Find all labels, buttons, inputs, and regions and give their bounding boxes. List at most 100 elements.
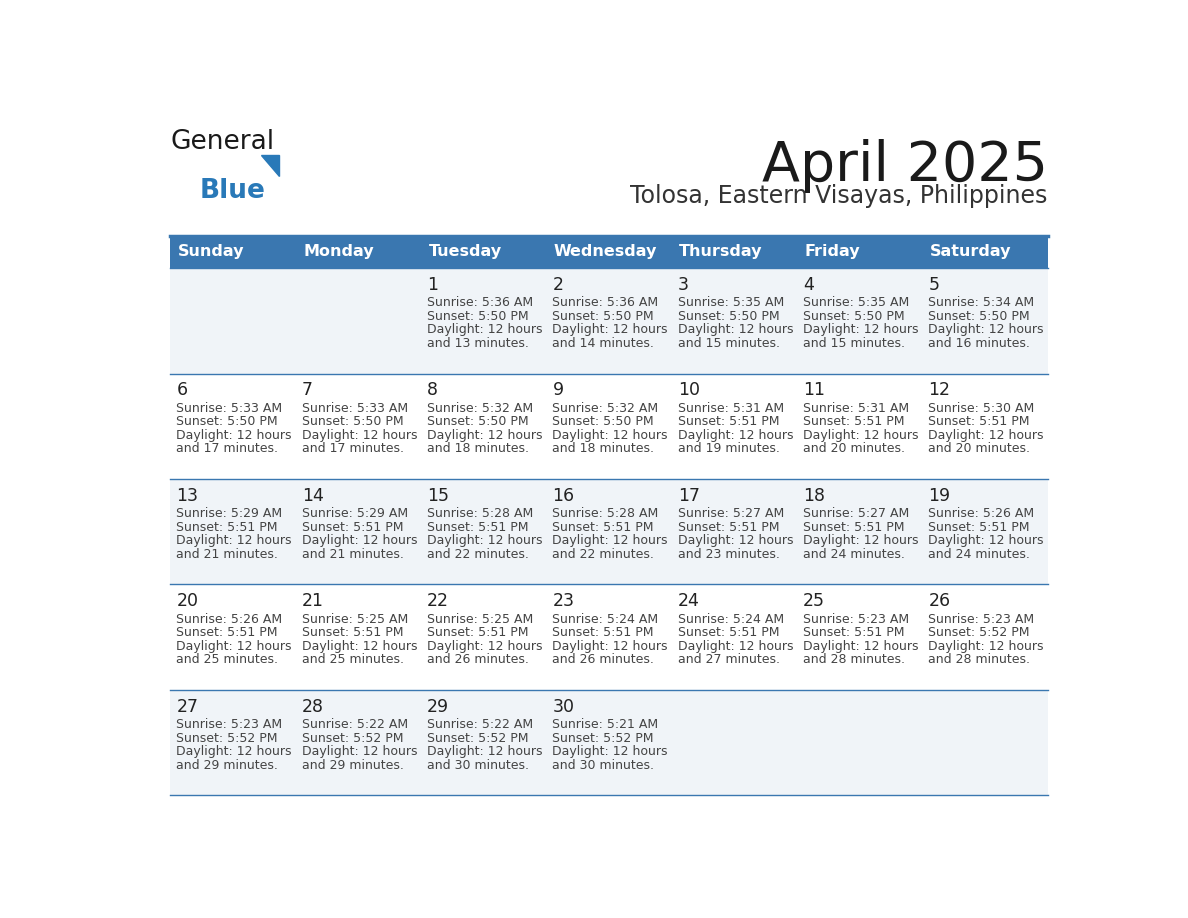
Text: Sunrise: 5:35 AM: Sunrise: 5:35 AM: [803, 297, 909, 309]
Text: and 17 minutes.: and 17 minutes.: [177, 442, 278, 455]
Text: and 24 minutes.: and 24 minutes.: [803, 548, 905, 561]
Text: Daylight: 12 hours: Daylight: 12 hours: [428, 534, 543, 547]
Text: Saturday: Saturday: [930, 244, 1011, 260]
Text: and 26 minutes.: and 26 minutes.: [552, 654, 655, 666]
Text: and 22 minutes.: and 22 minutes.: [428, 548, 529, 561]
Text: Daylight: 12 hours: Daylight: 12 hours: [302, 640, 417, 653]
Text: Sunset: 5:50 PM: Sunset: 5:50 PM: [428, 310, 529, 323]
Text: Daylight: 12 hours: Daylight: 12 hours: [678, 640, 794, 653]
Bar: [170, 268, 1048, 374]
Text: Sunset: 5:50 PM: Sunset: 5:50 PM: [177, 416, 278, 429]
Text: Daylight: 12 hours: Daylight: 12 hours: [552, 640, 668, 653]
Text: 11: 11: [803, 381, 826, 399]
Text: Tolosa, Eastern Visayas, Philippines: Tolosa, Eastern Visayas, Philippines: [630, 185, 1048, 208]
Text: Sunrise: 5:25 AM: Sunrise: 5:25 AM: [302, 613, 407, 626]
Text: 2: 2: [552, 275, 563, 294]
Text: Sunset: 5:51 PM: Sunset: 5:51 PM: [428, 521, 529, 534]
Text: Sunset: 5:51 PM: Sunset: 5:51 PM: [678, 521, 779, 534]
Text: 26: 26: [929, 592, 950, 610]
Text: 23: 23: [552, 592, 575, 610]
Text: Sunrise: 5:23 AM: Sunrise: 5:23 AM: [803, 613, 909, 626]
Text: and 24 minutes.: and 24 minutes.: [929, 548, 1030, 561]
Text: and 13 minutes.: and 13 minutes.: [428, 337, 529, 350]
Text: 4: 4: [803, 275, 814, 294]
Text: Sunset: 5:51 PM: Sunset: 5:51 PM: [428, 626, 529, 640]
Text: Sunrise: 5:28 AM: Sunrise: 5:28 AM: [428, 508, 533, 521]
Bar: [546, 236, 671, 268]
Text: Daylight: 12 hours: Daylight: 12 hours: [428, 429, 543, 442]
Text: 17: 17: [678, 487, 700, 505]
Text: Sunrise: 5:32 AM: Sunrise: 5:32 AM: [428, 402, 533, 415]
Text: Sunrise: 5:25 AM: Sunrise: 5:25 AM: [428, 613, 533, 626]
Bar: [671, 236, 797, 268]
Text: Daylight: 12 hours: Daylight: 12 hours: [177, 745, 292, 758]
Text: Sunset: 5:51 PM: Sunset: 5:51 PM: [552, 626, 653, 640]
Text: and 15 minutes.: and 15 minutes.: [803, 337, 905, 350]
Text: Sunrise: 5:29 AM: Sunrise: 5:29 AM: [302, 508, 407, 521]
Text: Sunrise: 5:27 AM: Sunrise: 5:27 AM: [803, 508, 909, 521]
Text: 22: 22: [428, 592, 449, 610]
Text: 1: 1: [428, 275, 438, 294]
Bar: [421, 236, 546, 268]
Text: 6: 6: [177, 381, 188, 399]
Text: 16: 16: [552, 487, 575, 505]
Text: Sunrise: 5:27 AM: Sunrise: 5:27 AM: [678, 508, 784, 521]
Text: and 20 minutes.: and 20 minutes.: [929, 442, 1030, 455]
Text: Sunset: 5:50 PM: Sunset: 5:50 PM: [302, 416, 404, 429]
Text: April 2025: April 2025: [762, 140, 1048, 194]
Text: Daylight: 12 hours: Daylight: 12 hours: [428, 745, 543, 758]
Text: 7: 7: [302, 381, 312, 399]
Text: Sunset: 5:51 PM: Sunset: 5:51 PM: [803, 521, 904, 534]
Text: and 21 minutes.: and 21 minutes.: [302, 548, 404, 561]
Text: 19: 19: [929, 487, 950, 505]
Text: Daylight: 12 hours: Daylight: 12 hours: [552, 745, 668, 758]
Text: Sunset: 5:51 PM: Sunset: 5:51 PM: [177, 521, 278, 534]
Text: 29: 29: [428, 698, 449, 716]
Text: Sunset: 5:51 PM: Sunset: 5:51 PM: [803, 416, 904, 429]
Text: Sunrise: 5:22 AM: Sunrise: 5:22 AM: [428, 719, 533, 732]
Text: and 19 minutes.: and 19 minutes.: [678, 442, 779, 455]
Text: Sunrise: 5:26 AM: Sunrise: 5:26 AM: [929, 508, 1035, 521]
Text: Daylight: 12 hours: Daylight: 12 hours: [177, 429, 292, 442]
Bar: [170, 374, 1048, 479]
Text: Sunrise: 5:29 AM: Sunrise: 5:29 AM: [177, 508, 283, 521]
Text: 3: 3: [678, 275, 689, 294]
Text: Daylight: 12 hours: Daylight: 12 hours: [428, 640, 543, 653]
Text: and 20 minutes.: and 20 minutes.: [803, 442, 905, 455]
Text: Daylight: 12 hours: Daylight: 12 hours: [929, 640, 1044, 653]
Text: and 14 minutes.: and 14 minutes.: [552, 337, 655, 350]
Text: 13: 13: [177, 487, 198, 505]
Text: Sunset: 5:51 PM: Sunset: 5:51 PM: [177, 626, 278, 640]
Text: Friday: Friday: [804, 244, 860, 260]
Text: Daylight: 12 hours: Daylight: 12 hours: [803, 534, 918, 547]
Text: Sunrise: 5:31 AM: Sunrise: 5:31 AM: [678, 402, 784, 415]
Text: Daylight: 12 hours: Daylight: 12 hours: [177, 640, 292, 653]
Text: Sunrise: 5:21 AM: Sunrise: 5:21 AM: [552, 719, 658, 732]
Text: Sunrise: 5:22 AM: Sunrise: 5:22 AM: [302, 719, 407, 732]
Text: Sunset: 5:51 PM: Sunset: 5:51 PM: [929, 521, 1030, 534]
Text: Sunset: 5:50 PM: Sunset: 5:50 PM: [552, 416, 655, 429]
Text: Daylight: 12 hours: Daylight: 12 hours: [929, 323, 1044, 337]
Text: and 15 minutes.: and 15 minutes.: [678, 337, 779, 350]
Text: 14: 14: [302, 487, 323, 505]
Text: and 29 minutes.: and 29 minutes.: [177, 759, 278, 772]
Text: Daylight: 12 hours: Daylight: 12 hours: [803, 323, 918, 337]
Text: Daylight: 12 hours: Daylight: 12 hours: [302, 429, 417, 442]
Text: 27: 27: [177, 698, 198, 716]
Text: Sunset: 5:51 PM: Sunset: 5:51 PM: [552, 521, 653, 534]
Text: Sunrise: 5:28 AM: Sunrise: 5:28 AM: [552, 508, 658, 521]
Text: Sunset: 5:50 PM: Sunset: 5:50 PM: [678, 310, 779, 323]
Text: Sunrise: 5:31 AM: Sunrise: 5:31 AM: [803, 402, 909, 415]
Text: 24: 24: [678, 592, 700, 610]
Text: 30: 30: [552, 698, 575, 716]
Text: 20: 20: [177, 592, 198, 610]
Text: and 30 minutes.: and 30 minutes.: [428, 759, 529, 772]
Text: Daylight: 12 hours: Daylight: 12 hours: [803, 640, 918, 653]
Text: Daylight: 12 hours: Daylight: 12 hours: [929, 429, 1044, 442]
Text: 8: 8: [428, 381, 438, 399]
Text: Sunrise: 5:35 AM: Sunrise: 5:35 AM: [678, 297, 784, 309]
Text: Sunset: 5:50 PM: Sunset: 5:50 PM: [929, 310, 1030, 323]
Text: Sunset: 5:50 PM: Sunset: 5:50 PM: [803, 310, 905, 323]
Text: and 26 minutes.: and 26 minutes.: [428, 654, 529, 666]
Text: Daylight: 12 hours: Daylight: 12 hours: [678, 323, 794, 337]
